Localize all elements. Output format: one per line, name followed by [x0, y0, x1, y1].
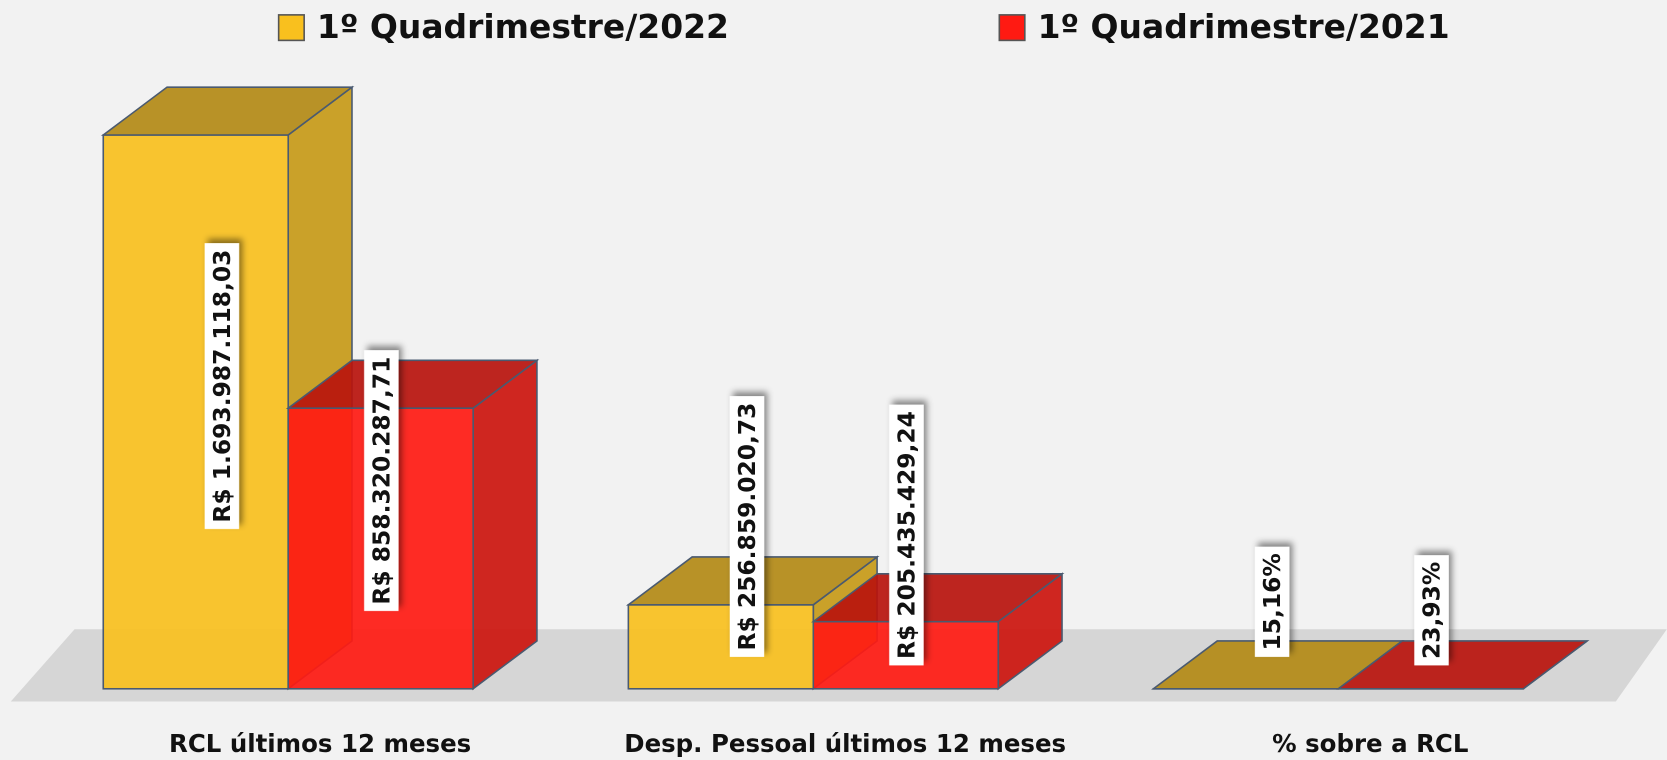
legend-label: 1º Quadrimestre/2021 — [1038, 7, 1450, 46]
bar — [285, 358, 540, 691]
value-label: R$ 858.320.287,71 — [364, 350, 399, 611]
legend-swatch — [998, 14, 1026, 42]
value-label: 15,16% — [1254, 546, 1290, 657]
category-label: % sobre a RCL — [1272, 729, 1468, 758]
value-label-box — [204, 243, 240, 530]
bar-side — [472, 358, 538, 691]
bar — [1336, 640, 1590, 690]
value-label-text: R$ 256.859.020,73 — [733, 403, 761, 651]
legend-label: 1º Quadrimestre/2022 — [317, 7, 729, 46]
value-label-box — [1254, 546, 1290, 657]
value-label: R$ 205.435.429,24 — [889, 404, 924, 666]
value-label-box — [729, 396, 765, 657]
category-label: Desp. Pessoal últimos 12 meses — [624, 729, 1066, 758]
value-label: R$ 256.859.020,73 — [729, 396, 765, 657]
value-label-text: R$ 205.435.429,24 — [892, 411, 920, 659]
value-label-text: 15,16% — [1258, 553, 1286, 650]
bar-top — [285, 359, 540, 409]
value-label-text: R$ 1.693.987.118,03 — [208, 250, 236, 523]
bar-top — [100, 86, 355, 136]
value-label-box — [889, 404, 924, 666]
legend-swatch — [277, 14, 305, 42]
value-label-text: 23,93% — [1417, 562, 1445, 659]
value-label: R$ 1.693.987.118,03 — [204, 243, 240, 530]
bar-front — [102, 134, 290, 690]
bar-top — [1336, 640, 1590, 690]
value-label: 23,93% — [1414, 555, 1449, 666]
bar-top — [810, 572, 1065, 623]
value-label-box — [364, 350, 399, 611]
value-label-box — [1414, 555, 1449, 666]
bar-front — [627, 604, 815, 690]
category-label: RCL últimos 12 meses — [169, 729, 471, 758]
value-label-text: R$ 858.320.287,71 — [367, 357, 395, 605]
